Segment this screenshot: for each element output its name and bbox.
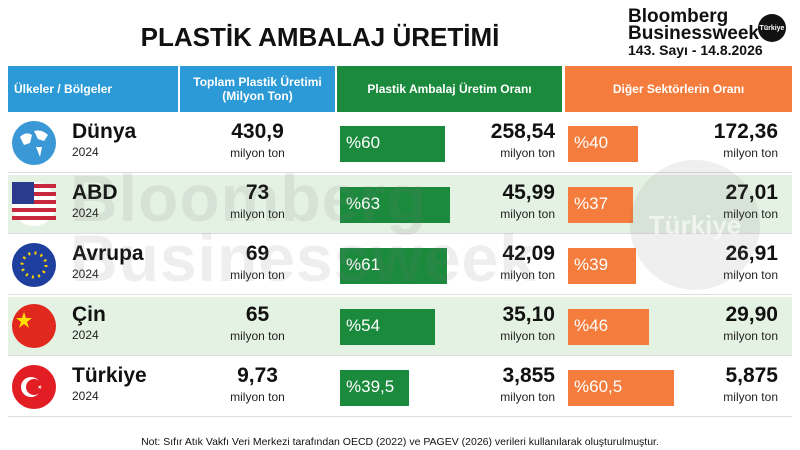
pack-pct-label: %61: [346, 255, 381, 274]
total-unit: milyon ton: [230, 329, 285, 343]
brand-line: Businessweek: [628, 23, 759, 44]
total-unit: milyon ton: [230, 146, 285, 160]
pack-unit: milyon ton: [500, 329, 555, 343]
column-header: Plastik Ambalaj Üretim Oranı: [337, 66, 562, 112]
flag: [12, 121, 56, 165]
other-pct-label: %46: [574, 316, 609, 335]
pack-bar: [340, 370, 410, 406]
watermark: Bloomberg: [70, 161, 428, 235]
flag-icon: [12, 365, 56, 409]
row-year: 2024: [72, 206, 99, 220]
brand: Bloomberg Businessweek: [628, 6, 759, 44]
other-amount: 29,90: [725, 303, 778, 326]
column-header: Toplam Plastik Üretimi (Milyon Ton): [180, 66, 335, 112]
other-unit: milyon ton: [723, 146, 778, 160]
flag: [12, 304, 56, 348]
other-amount: 26,91: [725, 242, 778, 265]
watermark-badge: Türkiye: [630, 160, 760, 290]
other-unit: milyon ton: [723, 207, 778, 221]
other-pct-label: %39: [574, 255, 609, 274]
total: 9,73: [237, 364, 278, 387]
pack-bar: [340, 309, 435, 345]
title: PLASTİK AMBALAJ ÜRETİMİ: [140, 22, 500, 52]
row-name: ABD: [72, 181, 118, 204]
pack-unit: milyon ton: [500, 146, 555, 160]
pack-bar: [340, 187, 451, 223]
other-bar: [568, 126, 638, 162]
flag: [12, 365, 56, 409]
other-pct-label: %37: [574, 194, 609, 213]
flag-icon: [12, 121, 56, 165]
pack-unit: milyon ton: [500, 268, 555, 282]
total-unit: milyon ton: [230, 268, 285, 282]
flag-icon: [12, 182, 56, 226]
total: 73: [245, 181, 270, 204]
pack-bar: [340, 248, 447, 284]
other-amount: 5,875: [725, 364, 778, 387]
other-bar: [568, 248, 637, 284]
row-name: Avrupa: [72, 242, 144, 265]
pack-pct-label: %63: [346, 194, 381, 213]
other-pct-label: %60,5: [574, 377, 623, 396]
flag-icon: [12, 304, 56, 348]
total: 430,9: [231, 120, 284, 143]
note: Not: Sıfır Atık Vakfı Veri Merkezi taraf…: [141, 436, 659, 448]
other-bar: [568, 187, 633, 223]
total: 65: [245, 303, 270, 326]
pack-pct-label: %60: [346, 133, 381, 152]
other-pct-label: %40: [574, 133, 609, 152]
row-year: 2024: [72, 145, 99, 159]
column-header: Diğer Sektörlerin Oranı: [565, 66, 792, 112]
brand-badge: Türkiye: [758, 14, 786, 42]
row-year: 2024: [72, 389, 99, 403]
row-name: Çin: [72, 303, 106, 326]
total-unit: milyon ton: [230, 207, 285, 221]
row-year: 2024: [72, 267, 99, 281]
pack-bar: [340, 126, 445, 162]
brand-line: Bloomberg: [628, 6, 729, 27]
pack-amount: 3,855: [502, 364, 555, 387]
issue: 143. Sayı - 14.8.2026: [628, 42, 763, 58]
other-unit: milyon ton: [723, 390, 778, 404]
other-amount: 172,36: [713, 120, 778, 143]
pack-pct-label: %39,5: [346, 377, 395, 396]
other-amount: 27,01: [725, 181, 778, 204]
total: 69: [245, 242, 270, 265]
row-name: Dünya: [72, 120, 137, 143]
pack-unit: milyon ton: [500, 390, 555, 404]
pack-amount: 45,99: [502, 181, 555, 204]
pack-amount: 42,09: [502, 242, 555, 265]
row-name: Türkiye: [72, 364, 147, 387]
flag-icon: [12, 243, 56, 287]
pack-unit: milyon ton: [500, 207, 555, 221]
other-bar: [568, 370, 674, 406]
row-year: 2024: [72, 328, 99, 342]
pack-pct-label: %54: [346, 316, 381, 335]
flag: [12, 243, 56, 287]
column-header: Ülkeler / Bölgeler: [8, 66, 178, 112]
total-unit: milyon ton: [230, 390, 285, 404]
other-unit: milyon ton: [723, 268, 778, 282]
other-unit: milyon ton: [723, 329, 778, 343]
pack-amount: 35,10: [502, 303, 555, 326]
pack-amount: 258,54: [490, 120, 555, 143]
watermark: Businessweek: [70, 221, 537, 295]
other-bar: [568, 309, 649, 345]
flag: [12, 182, 56, 226]
